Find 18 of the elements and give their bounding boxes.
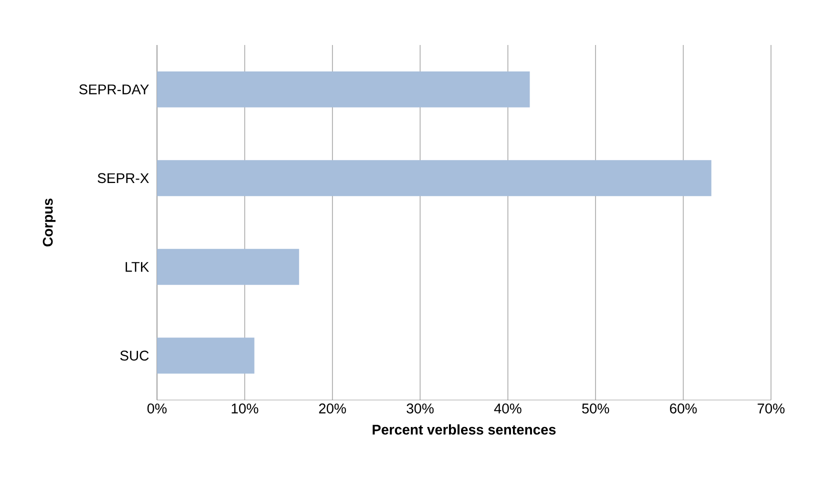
x-axis-title: Percent verbless sentences	[372, 424, 556, 435]
y-tick-label: SUC	[120, 350, 149, 361]
x-tick-label: 60%	[670, 404, 697, 414]
x-tick-label: 10%	[232, 404, 258, 414]
y-tick-label: SEPR-DAY	[79, 84, 149, 94]
x-tick-label: 40%	[494, 404, 522, 414]
bar	[157, 338, 254, 374]
x-tick-label: 30%	[406, 404, 434, 414]
x-tick-label: 0%	[147, 404, 167, 414]
bar	[157, 160, 712, 196]
x-tick-label: 20%	[319, 404, 346, 414]
y-tick-label: LTK	[126, 262, 150, 272]
x-tick-label: 70%	[758, 404, 785, 414]
bar	[157, 71, 530, 108]
y-tick-label: SEPR-X	[98, 173, 149, 184]
bar	[157, 248, 300, 285]
y-axis-title: Corpus	[42, 198, 56, 246]
x-tick-label: 50%	[582, 404, 610, 414]
